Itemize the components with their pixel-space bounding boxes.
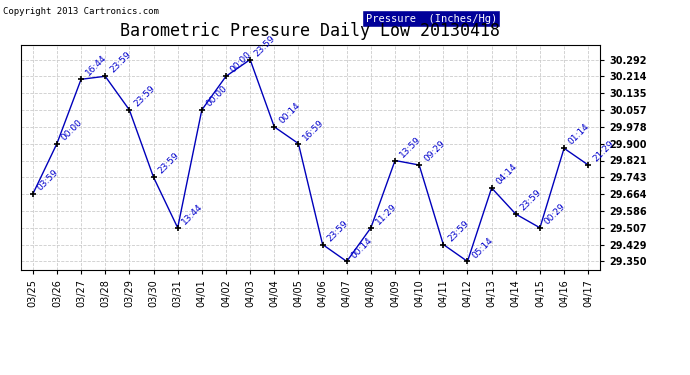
Text: 23:59: 23:59 — [446, 219, 471, 243]
Text: 00:14: 00:14 — [350, 236, 374, 260]
Text: 04:14: 04:14 — [495, 162, 519, 186]
Text: 23:59: 23:59 — [326, 219, 350, 243]
Text: 00:14: 00:14 — [277, 101, 302, 126]
Text: 23:59: 23:59 — [519, 188, 543, 213]
Text: Barometric Pressure Daily Low 20130418: Barometric Pressure Daily Low 20130418 — [121, 22, 500, 40]
Text: 23:59: 23:59 — [253, 34, 277, 58]
Text: 13:59: 13:59 — [398, 135, 422, 159]
Text: 00:29: 00:29 — [543, 202, 567, 226]
Text: 01:14: 01:14 — [567, 122, 591, 147]
Text: 00:00: 00:00 — [229, 50, 253, 75]
Text: 16:59: 16:59 — [302, 117, 326, 142]
Text: 03:59: 03:59 — [36, 168, 60, 193]
Text: 00:00: 00:00 — [60, 117, 84, 142]
Text: Copyright 2013 Cartronics.com: Copyright 2013 Cartronics.com — [3, 8, 159, 16]
Text: 11:29: 11:29 — [374, 202, 398, 226]
Text: 23:59: 23:59 — [157, 151, 181, 176]
Text: 21:29: 21:29 — [591, 139, 615, 164]
Text: 16:44: 16:44 — [84, 53, 108, 78]
Text: 05:14: 05:14 — [471, 236, 495, 260]
Text: Pressure  (Inches/Hg): Pressure (Inches/Hg) — [366, 13, 497, 24]
Text: 00:00: 00:00 — [205, 84, 229, 108]
Text: 23:59: 23:59 — [108, 50, 132, 75]
Text: 09:29: 09:29 — [422, 139, 446, 164]
Text: 13:44: 13:44 — [181, 202, 205, 226]
Text: 23:59: 23:59 — [132, 84, 157, 108]
